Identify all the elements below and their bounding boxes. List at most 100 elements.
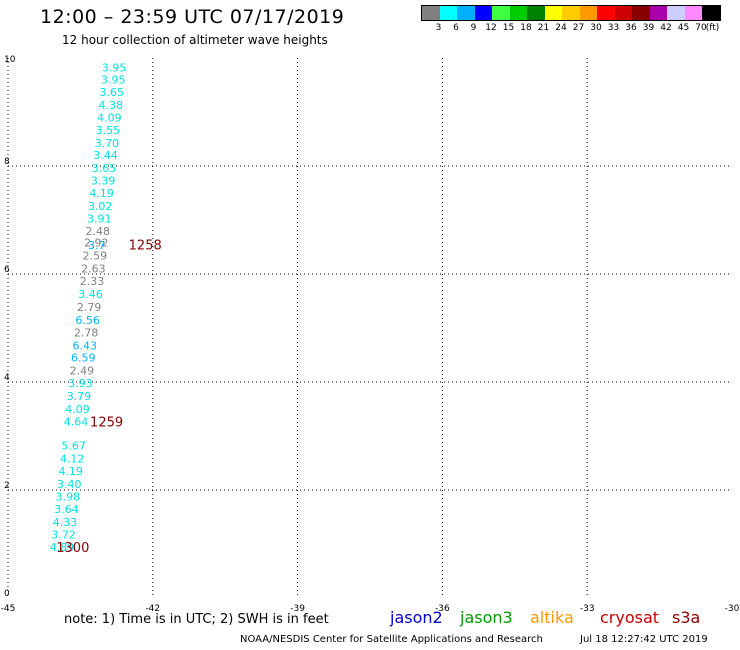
map-title: 12:00 – 23:59 UTC 07/17/2019	[40, 6, 345, 28]
wave-height-label: 2.79	[77, 301, 102, 314]
legend-label: 39	[642, 23, 655, 33]
x-tick-label: -42	[145, 604, 160, 614]
wave-height-label: 4.89	[50, 541, 75, 554]
legend-swatch	[614, 6, 632, 20]
legend-label: (ft)	[705, 23, 720, 33]
legend-swatch	[579, 6, 597, 20]
wave-height-label: 3.55	[96, 124, 121, 137]
wave-height-label: 4.19	[89, 187, 114, 200]
legend-labels: 3 6 9 12 15 18 21 24 27 30 33 36 39 42 45 70 (ft)	[421, 21, 721, 35]
legend-swatch	[527, 6, 545, 20]
legend-label: 24	[555, 23, 567, 33]
wave-height-label: 3.65	[92, 162, 117, 175]
wave-height-label: 3.79	[67, 390, 92, 403]
y-tick-label: 8	[4, 157, 10, 167]
legend-swatch	[457, 6, 475, 20]
legend-swatch	[649, 6, 667, 20]
legend-swatch	[667, 6, 685, 20]
legend-swatch	[439, 6, 457, 20]
wave-height-label: 4.38	[99, 99, 124, 112]
wave-height-label: 3.7	[88, 239, 106, 252]
y-tick-label: 10	[4, 55, 16, 65]
legend-swatch	[422, 6, 440, 20]
time-label: 1300	[56, 541, 89, 556]
wave-height-label: 2.33	[80, 275, 105, 288]
wave-height-label: 6.59	[71, 352, 96, 365]
wave-height-label: 2.59	[83, 250, 108, 263]
wave-height-label: 2.63	[81, 263, 106, 276]
map-subtitle: 12 hour collection of altimeter wave hei…	[62, 33, 328, 47]
satellite-jason2: jason2	[390, 608, 443, 627]
wave-height-label: 3.65	[100, 86, 125, 99]
x-tick-label: -45	[1, 604, 16, 614]
wave-height-label: 3.91	[87, 212, 112, 225]
wave-height-label: 5.67	[61, 440, 86, 453]
wave-height-label: 3.46	[78, 288, 103, 301]
legend-color-bar	[421, 5, 721, 21]
legend-label: 27	[572, 23, 585, 33]
satellite-cryosat: cryosat	[600, 608, 660, 627]
legend-label: 3	[435, 23, 442, 33]
wave-height-label: 4.09	[97, 111, 122, 124]
wave-height-label: 2.92	[84, 237, 109, 250]
legend-swatch	[702, 6, 720, 20]
legend-label: 6	[453, 23, 459, 33]
x-tick-label: -36	[435, 604, 450, 614]
time-label: 1259	[90, 415, 123, 430]
footer-credit: NOAA/NESDIS Center for Satellite Applica…	[240, 634, 543, 645]
legend-label: 9	[470, 23, 477, 33]
wave-height-label: 3.95	[101, 74, 126, 87]
legend-label: 70	[695, 23, 707, 33]
wave-height-label: 3.95	[102, 62, 127, 75]
legend-label: 12	[485, 23, 497, 33]
wave-height-label: 2.48	[86, 225, 111, 238]
wave-height-label: 3.39	[91, 175, 116, 188]
wave-height-label: 4.33	[53, 516, 78, 529]
legend-swatch	[509, 6, 527, 20]
legend-label: 33	[607, 23, 620, 33]
wave-height-label: 3.44	[93, 149, 118, 162]
y-tick-label: 2	[4, 481, 10, 491]
wave-height-label: 3.72	[51, 528, 76, 541]
wave-height-label: 6.43	[72, 339, 97, 352]
satellite-s3a: s3a	[672, 608, 701, 627]
wave-height-label: 3.40	[57, 478, 82, 491]
y-tick-label: 4	[4, 373, 10, 383]
x-tick-label: -39	[290, 604, 305, 614]
satellite-jason3: jason3	[460, 608, 513, 627]
wave-height-label: 3.93	[68, 377, 93, 390]
note-text: note: 1) Time is in UTC; 2) SWH is in fe…	[64, 612, 329, 627]
footer-timestamp: Jul 18 12:27:42 UTC 2019	[580, 634, 708, 645]
legend-label: 15	[502, 23, 515, 33]
x-tick-label: -33	[580, 604, 595, 614]
wave-height-label: 4.12	[60, 453, 85, 466]
wave-height-label: 6.56	[75, 314, 100, 327]
wave-height-label: 4.64	[64, 415, 89, 428]
legend-label: 36	[625, 23, 637, 33]
legend-swatch	[544, 6, 562, 20]
legend-label: 21	[537, 23, 550, 33]
wave-height-legend: 3 6 9 12 15 18 21 24 27 30 33 36 39 42 45 70 (ft)	[421, 5, 721, 35]
legend-label: 18	[520, 23, 532, 33]
wave-height-label: 4.09	[65, 403, 90, 416]
legend-swatch	[562, 6, 580, 20]
wave-height-label: 3.64	[54, 503, 79, 516]
legend-swatch	[492, 6, 510, 20]
wave-height-label: 2.49	[70, 365, 95, 378]
legend-swatch	[474, 6, 492, 20]
legend-label: 30	[590, 23, 602, 33]
wave-height-label: 3.02	[88, 200, 113, 213]
legend-label: 42	[660, 23, 672, 33]
wave-height-label: 3.98	[56, 490, 81, 503]
wave-height-label: 2.78	[74, 326, 99, 339]
wave-height-label: 4.19	[58, 465, 83, 478]
wave-height-label: 3.70	[95, 137, 120, 150]
legend-swatch	[632, 6, 650, 20]
time-label: 1258	[129, 238, 162, 253]
x-tick-label: -30	[725, 604, 740, 614]
legend-label: 45	[677, 23, 690, 33]
satellite-altika: altika	[530, 608, 574, 627]
y-tick-label: 0	[4, 589, 10, 599]
legend-swatch	[597, 6, 615, 20]
